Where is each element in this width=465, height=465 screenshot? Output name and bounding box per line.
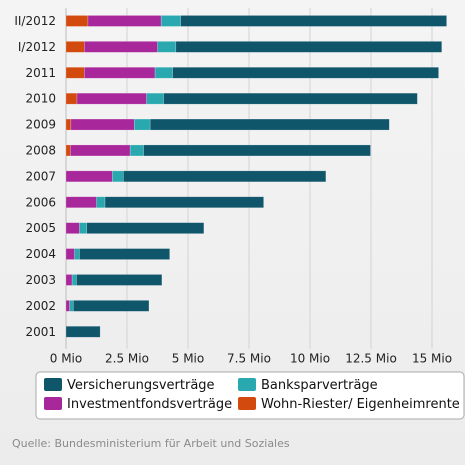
legend-label: Banksparverträge <box>261 378 378 393</box>
bar-segment <box>86 222 205 234</box>
legend-swatch <box>44 397 62 410</box>
bar-segment <box>65 15 89 27</box>
bar-segment <box>65 92 78 105</box>
bar-segment <box>154 66 173 79</box>
y-tick-label: 2003 <box>25 273 56 287</box>
legend-box <box>35 371 465 420</box>
bar-segment <box>134 118 151 131</box>
legend-swatch <box>238 378 256 391</box>
y-tick-label: 2005 <box>25 221 56 235</box>
y-tick-label: 2008 <box>25 143 56 157</box>
x-tick-label: 7.5 Mio <box>227 352 271 366</box>
bar-segment <box>65 118 72 131</box>
bar-segment <box>84 66 156 79</box>
legend-label: Wohn-Riester/ Eigenheimrente <box>261 397 460 412</box>
bar-segment <box>157 41 177 53</box>
y-tick-label: 2004 <box>25 247 56 261</box>
bar-segment <box>76 274 163 286</box>
bar-segment <box>65 196 97 209</box>
bar-segment <box>65 144 71 157</box>
bar-segment <box>172 66 439 79</box>
legend-label: Investmentfondsverträge <box>67 397 232 412</box>
bar-segment <box>146 92 164 105</box>
bar-segment <box>65 66 85 79</box>
x-tick-label: 2.5 Mio <box>105 352 149 366</box>
x-tick-label: 0 Mio <box>50 352 82 366</box>
bar-segment <box>143 144 371 157</box>
x-tick-label: 10 Mio <box>290 352 330 366</box>
bar-segment <box>180 15 447 27</box>
bar-segment <box>65 170 113 183</box>
bar-segment <box>79 222 88 234</box>
bar-segment <box>87 15 162 27</box>
bar-segment <box>84 41 158 53</box>
source-note: Quelle: Bundesministerium für Arbeit und… <box>12 437 290 450</box>
bar-segment <box>175 41 443 53</box>
bar-segment <box>129 144 144 157</box>
bar-segment <box>149 118 390 131</box>
bar-segment <box>70 144 131 157</box>
bar-segment <box>65 274 73 286</box>
bar-segment <box>73 300 150 312</box>
y-tick-label: I/2012 <box>18 40 56 54</box>
bar-segment <box>65 41 85 53</box>
bar-segment <box>163 92 418 105</box>
bar-segment <box>112 170 124 183</box>
bar-segment <box>65 300 70 312</box>
bar-segment <box>104 196 264 209</box>
bar-segment <box>74 248 80 260</box>
bar-segment <box>69 300 74 312</box>
x-tick-label: 15 Mio <box>412 352 452 366</box>
y-tick-label: 2010 <box>25 92 56 106</box>
bar-segment <box>96 196 106 209</box>
x-tick-label: 5 Mio <box>172 352 204 366</box>
bar-segment <box>71 274 77 286</box>
bar-segment <box>65 222 80 234</box>
bar-segment <box>76 92 147 105</box>
y-tick-label: 2002 <box>25 299 56 313</box>
bar-segment <box>70 118 135 131</box>
bar-segment <box>160 15 181 27</box>
legend-swatch <box>44 378 62 391</box>
x-tick-label: 12.5 Mio <box>345 352 397 366</box>
bar-segment <box>79 248 170 260</box>
y-tick-label: 2009 <box>25 118 56 132</box>
y-tick-label: 2007 <box>25 169 56 183</box>
y-tick-label: 2001 <box>25 325 56 339</box>
y-tick-label: 2006 <box>25 195 56 209</box>
bar-segment <box>65 325 101 338</box>
legend-label: Versicherungsverträge <box>67 378 215 393</box>
y-tick-label: 2011 <box>25 66 56 80</box>
bar-segment <box>65 248 75 260</box>
legend-swatch <box>238 397 256 410</box>
bar-segment <box>123 170 327 183</box>
y-tick-label: II/2012 <box>14 14 56 28</box>
